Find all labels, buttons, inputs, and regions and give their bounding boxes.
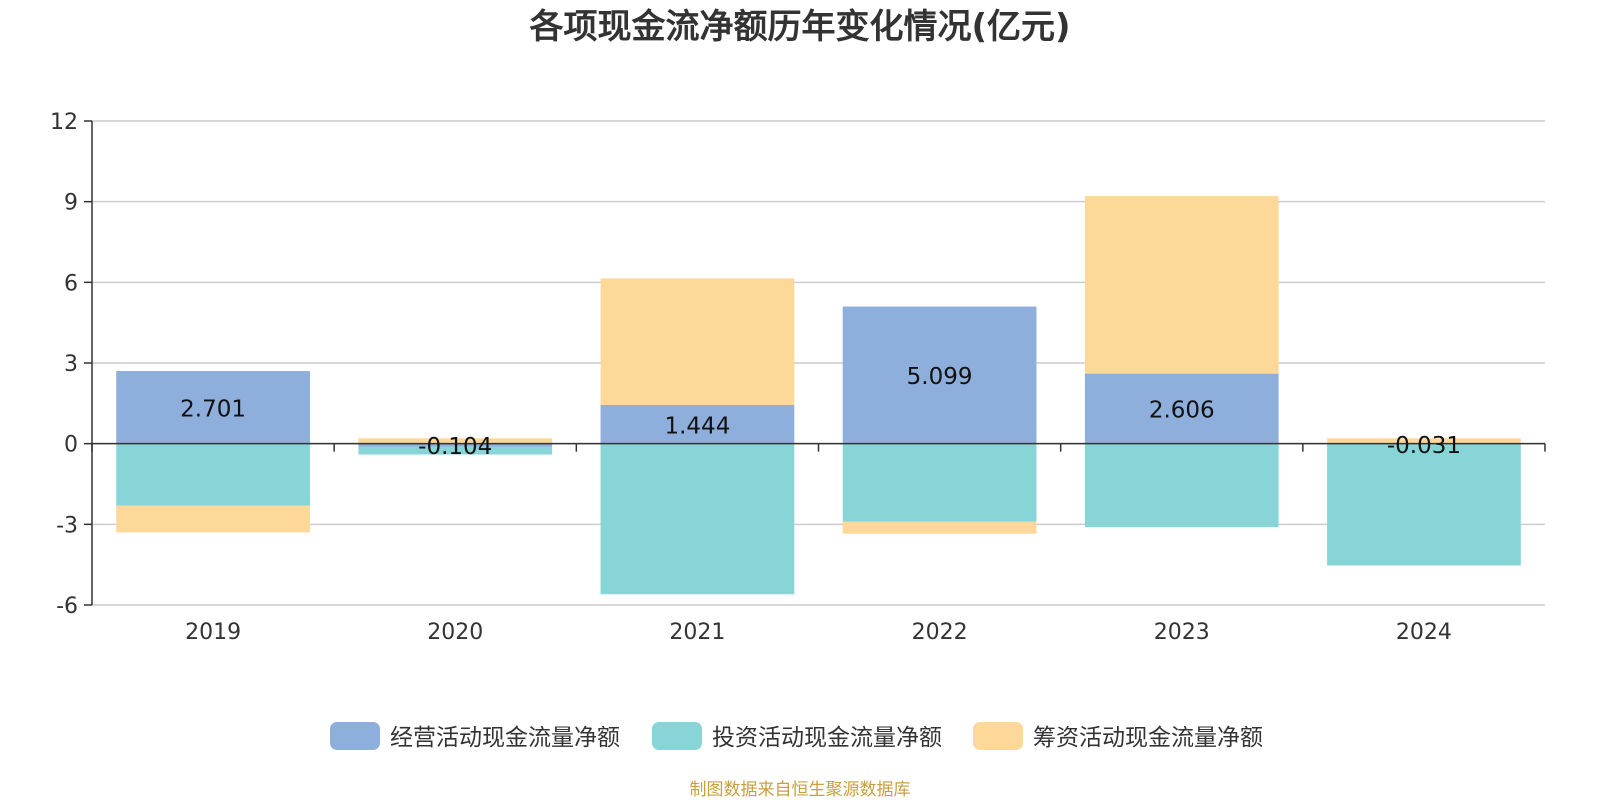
y-tick-label: -3 <box>56 513 78 538</box>
y-tick-label: -6 <box>56 594 78 619</box>
x-tick-label: 2021 <box>669 620 725 645</box>
bar-series-0-2020 <box>358 443 553 447</box>
bar-series-1-2022 <box>842 443 1037 522</box>
y-tick-label: 3 <box>64 352 78 377</box>
data-label: 2.606 <box>1149 398 1215 424</box>
source-note: 制图数据来自恒生聚源数据库 <box>690 780 911 800</box>
bar-series-2-2022 <box>842 521 1037 534</box>
bars <box>116 196 1521 595</box>
bar-series-2-2021 <box>600 278 795 405</box>
legend-label: 筹资活动现金流量净额 <box>1033 725 1263 751</box>
x-tick-label: 2023 <box>1154 620 1210 645</box>
data-label: 2.701 <box>180 396 246 422</box>
bar-series-2-2019 <box>116 505 310 533</box>
x-tick-label: 2024 <box>1396 620 1452 645</box>
y-tick-label: 6 <box>64 271 78 296</box>
data-label: 5.099 <box>907 364 973 390</box>
legend-swatch <box>330 722 380 750</box>
y-tick-label: 12 <box>50 110 78 135</box>
bar-series-1-2023 <box>1084 443 1279 528</box>
bar-series-1-2021 <box>600 443 795 595</box>
bar-series-2-2020 <box>358 438 553 444</box>
bar-series-1-2020 <box>358 446 553 455</box>
x-tick-label: 2022 <box>912 620 968 645</box>
y-tick-label: 9 <box>64 191 78 216</box>
legend-swatch <box>973 722 1023 750</box>
chart-title: 各项现金流净额历年变化情况(亿元) <box>529 7 1070 47</box>
data-label: -0.031 <box>1387 433 1461 459</box>
legend-label: 经营活动现金流量净额 <box>390 725 620 751</box>
y-tick-label: 0 <box>64 433 78 458</box>
bar-series-2-2023 <box>1084 196 1279 374</box>
bar-series-0-2022 <box>842 306 1037 444</box>
legend-swatch <box>652 722 702 750</box>
data-label: 1.444 <box>664 413 730 439</box>
bar-series-1-2019 <box>116 443 310 506</box>
bar-series-0-2019 <box>116 371 310 444</box>
x-tick-label: 2020 <box>427 620 483 645</box>
bar-series-1-2024 <box>1327 444 1521 566</box>
bar-series-0-2023 <box>1084 373 1279 444</box>
bar-series-2-2024 <box>1327 438 1521 444</box>
x-tick-label: 2019 <box>185 620 241 645</box>
legend-label: 投资活动现金流量净额 <box>712 725 942 751</box>
data-label: -0.104 <box>418 434 492 460</box>
axes: -6 -3 0 3 6 9 12 2019 2020 2021 2022 2023 2024 <box>50 110 1546 645</box>
legend: 经营活动现金流量净额 投资活动现金流量净额 筹资活动现金流量净额 <box>330 722 1263 751</box>
data-labels: 2.701 -0.104 1.444 5.099 2.606 -0.031 <box>180 364 1461 460</box>
bar-series-0-2021 <box>600 404 795 444</box>
